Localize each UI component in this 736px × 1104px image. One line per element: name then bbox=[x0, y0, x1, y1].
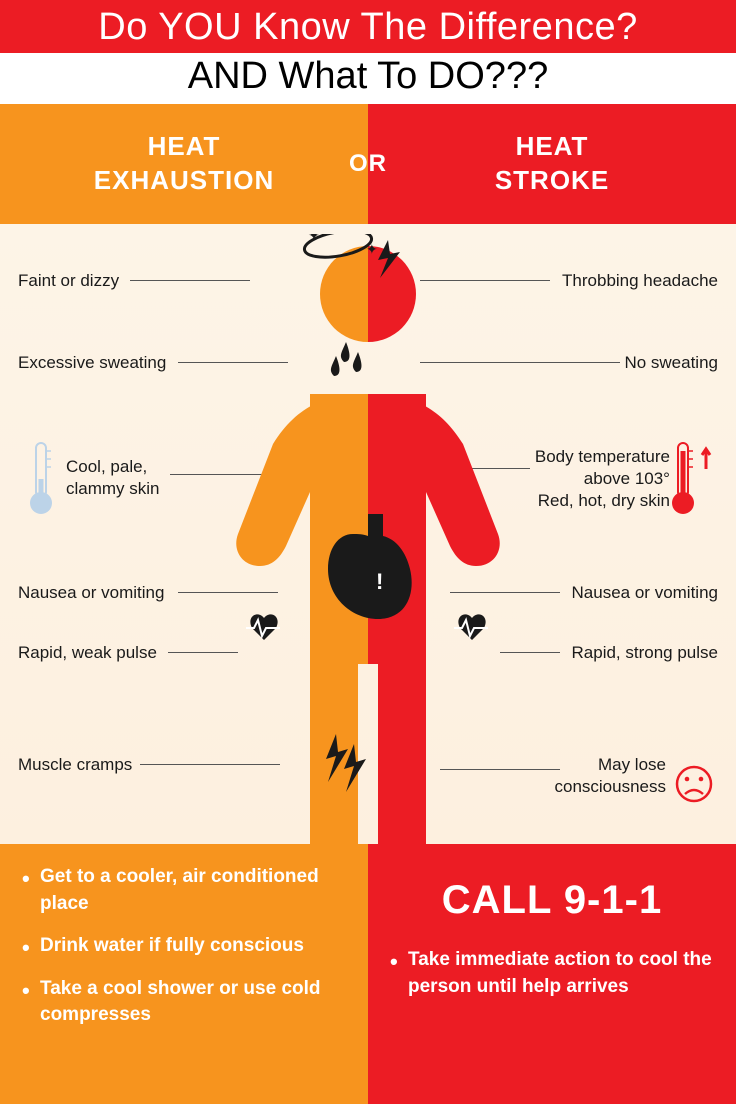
thermometer-hot-icon bbox=[670, 439, 716, 519]
footer-left: Get to a cooler, air conditioned place D… bbox=[0, 844, 368, 1104]
svg-text:✦: ✦ bbox=[366, 241, 378, 257]
header-right: HEAT STROKE bbox=[368, 104, 736, 224]
action-cool-shower: Take a cool shower or use cold compresse… bbox=[22, 976, 346, 1029]
symptom-nausea-left: Nausea or vomiting bbox=[18, 582, 164, 604]
header-left: HEAT EXHAUSTION bbox=[0, 104, 368, 224]
banner-line1: Do YOU Know The Difference? bbox=[98, 6, 637, 48]
action-cooler-place: Get to a cooler, air conditioned place bbox=[22, 864, 346, 917]
symptom-no-sweating: No sweating bbox=[624, 352, 718, 374]
symptom-faint-dizzy: Faint or dizzy bbox=[18, 270, 119, 292]
or-badge: OR bbox=[349, 150, 387, 178]
symptom-nausea-right: Nausea or vomiting bbox=[572, 582, 718, 604]
action-cool-person: Take immediate action to cool the person… bbox=[390, 947, 714, 1000]
sweat-drops-icon bbox=[331, 342, 362, 376]
footer-row: Get to a cooler, air conditioned place D… bbox=[0, 844, 736, 1104]
symptom-muscle-cramps: Muscle cramps bbox=[18, 754, 132, 776]
symptom-rapid-strong-pulse: Rapid, strong pulse bbox=[572, 642, 718, 664]
banner-white: AND What To DO??? bbox=[0, 53, 736, 104]
footer-right: CALL 9-1-1 Take immediate action to cool… bbox=[368, 844, 736, 1104]
symptom-body-temp: Body temperature above 103° Red, hot, dr… bbox=[535, 446, 670, 512]
heat-exhaustion-title: HEAT EXHAUSTION bbox=[94, 130, 274, 198]
sad-face-icon bbox=[674, 764, 714, 804]
svg-text:✦: ✦ bbox=[308, 234, 320, 243]
symptom-rapid-weak-pulse: Rapid, weak pulse bbox=[18, 642, 157, 664]
call-911-heading: CALL 9-1-1 bbox=[390, 878, 714, 923]
diagram-area: ✦ ✦ ! bbox=[0, 224, 736, 844]
thermometer-cold-icon bbox=[24, 439, 58, 519]
symptom-cool-pale-clammy: Cool, pale, clammy skin bbox=[66, 456, 160, 500]
symptom-throbbing-headache: Throbbing headache bbox=[562, 270, 718, 292]
symptom-lose-consciousness: May lose consciousness bbox=[554, 754, 666, 798]
action-drink-water: Drink water if fully conscious bbox=[22, 933, 346, 960]
heart-pulse-left-icon bbox=[246, 614, 280, 640]
svg-text:!: ! bbox=[376, 569, 383, 594]
body-figure: ✦ ✦ ! bbox=[218, 234, 518, 844]
heart-pulse-right-icon bbox=[454, 614, 488, 640]
heat-stroke-title: HEAT STROKE bbox=[495, 130, 609, 198]
banner-line2: AND What To DO??? bbox=[188, 55, 548, 97]
symptom-excessive-sweating: Excessive sweating bbox=[18, 352, 166, 374]
banner-red: Do YOU Know The Difference? bbox=[0, 0, 736, 53]
